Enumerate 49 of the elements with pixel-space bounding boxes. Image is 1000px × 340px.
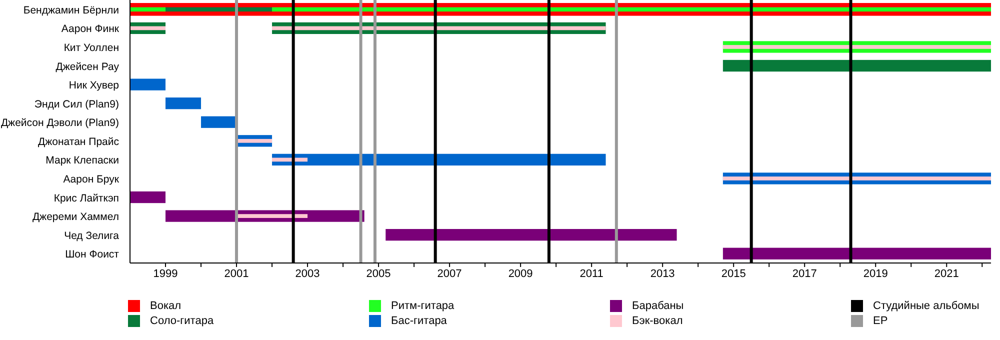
y-tick-label: Ник Хувер <box>68 80 120 92</box>
y-tick-label: Крис Лайткэп <box>54 192 119 204</box>
y-tick-label: Аарон Финк <box>61 23 120 36</box>
y-tick-label: Джейсен Рау <box>56 60 120 73</box>
y-tick-label: Бенджамин Бёрнли <box>23 4 120 16</box>
bar <box>236 138 272 143</box>
x-tick-label: 2021 <box>934 268 959 280</box>
y-tick-label: Кит Уоллен <box>64 42 120 54</box>
bar <box>201 116 237 128</box>
bar <box>130 26 166 30</box>
y-tick-label: Аарон Брук <box>63 173 120 186</box>
legend-label: Бас-гитара <box>391 314 447 326</box>
y-tick-label: Джейсон Дэволи (Plan9) <box>0 117 119 130</box>
y-tick-label: Чед Зелига <box>64 230 120 242</box>
x-tick-label: 2013 <box>650 268 675 280</box>
x-tick-label: 2011 <box>580 268 604 280</box>
x-tick-label: 1999 <box>153 268 178 280</box>
bar <box>236 214 308 218</box>
bar <box>722 176 991 180</box>
y-tick-label: Марк Клепаски <box>46 154 120 167</box>
x-tick-label: 2003 <box>295 268 320 280</box>
bar <box>130 191 166 204</box>
bar <box>386 229 677 241</box>
x-tick-label: 2019 <box>863 268 888 280</box>
bar <box>130 78 166 90</box>
bar <box>272 7 991 12</box>
legend-label: EP <box>873 314 888 326</box>
bar <box>272 26 606 30</box>
legend-label: Ритм-гитара <box>391 300 454 312</box>
x-tick-label: 2009 <box>508 268 533 280</box>
legend-label: Барабаны <box>632 300 684 312</box>
legend-label: Бэк-вокал <box>632 314 683 326</box>
bar <box>722 45 991 49</box>
x-tick-label: 2001 <box>224 268 249 280</box>
y-tick-label: Джонатан Прайс <box>38 136 119 148</box>
y-tick-label: Шон Фоист <box>65 248 120 261</box>
legend-label: Вокал <box>150 300 182 312</box>
bar <box>722 60 991 72</box>
x-tick-label: 2017 <box>792 268 817 280</box>
bar <box>166 98 202 110</box>
x-tick-label: 2007 <box>437 268 462 280</box>
x-tick-label: 2015 <box>721 268 746 280</box>
y-tick-label: Джереми Хаммел <box>32 211 119 224</box>
bar <box>272 158 308 162</box>
x-tick-label: 2005 <box>366 268 391 280</box>
bar <box>722 248 991 260</box>
legend-label: Студийные альбомы <box>873 300 980 312</box>
legend-label: Соло-гитара <box>150 314 214 326</box>
y-tick-label: Энди Сил (Plan9) <box>34 98 119 110</box>
